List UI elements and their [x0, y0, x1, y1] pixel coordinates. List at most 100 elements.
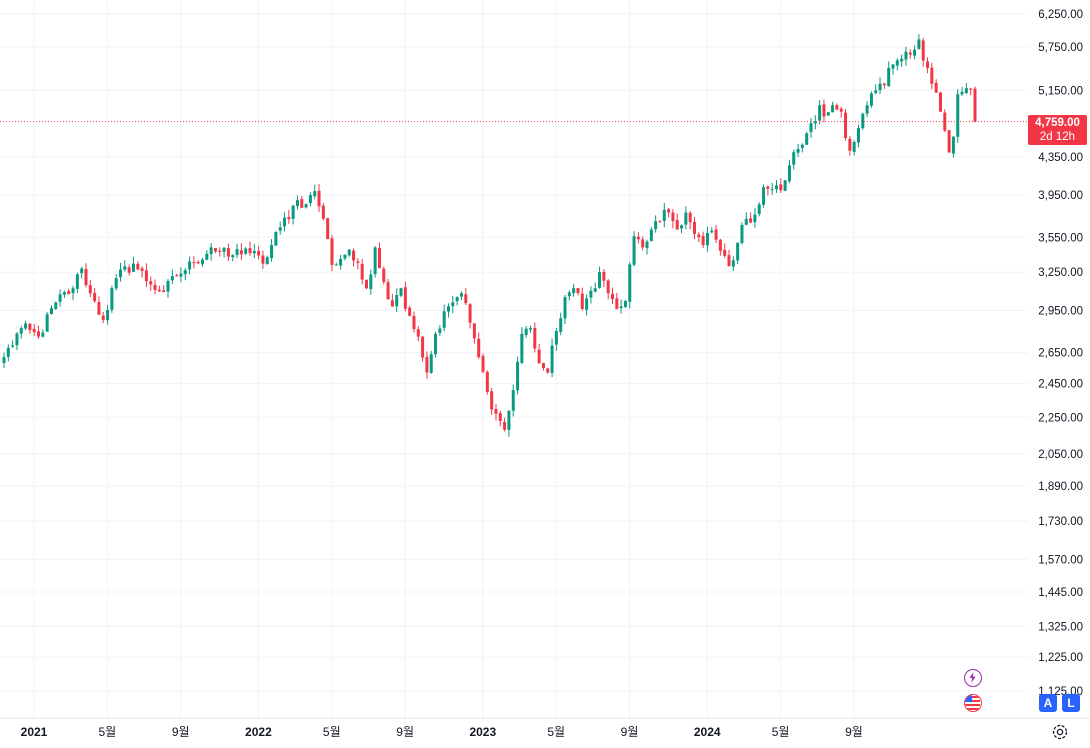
candle-body [779, 184, 783, 191]
candle-body [667, 209, 671, 213]
candle-body [149, 281, 153, 285]
last-price-value: 4,759.00 [1035, 117, 1080, 129]
candle-body [615, 298, 619, 310]
candle-body [878, 83, 882, 91]
candle-body [951, 136, 955, 154]
candle-body [239, 250, 243, 255]
candle-body [973, 88, 977, 122]
candle-body [408, 307, 412, 316]
y-tick-label: 5,750.00 [1038, 42, 1083, 54]
candle-body [610, 293, 614, 300]
candle-body [762, 187, 766, 205]
candle-series [2, 34, 977, 437]
candle-body [783, 180, 787, 191]
x-tick-label: 5월 [323, 725, 341, 739]
y-tick-label: 4,350.00 [1038, 152, 1083, 164]
candle-body [265, 257, 269, 265]
candle-body [170, 276, 174, 281]
candle-body [84, 268, 88, 286]
candle-body [654, 221, 658, 230]
y-tick-label: 2,050.00 [1038, 449, 1083, 461]
candle-body [222, 247, 226, 252]
candle-body [503, 421, 507, 430]
candle-body [37, 331, 41, 337]
x-tick-label: 9월 [621, 725, 639, 739]
candle-body [731, 260, 735, 267]
candle-body [537, 349, 541, 364]
candle-body [326, 218, 330, 240]
candle-body [766, 186, 770, 189]
candle-body [464, 294, 468, 304]
lightning-icon[interactable] [964, 669, 982, 687]
y-axis[interactable]: 6,250.00 5,750.00 5,150.00 4,350.00 3,950.00… [1038, 9, 1083, 698]
candle-body [511, 390, 515, 411]
candle-body [144, 270, 148, 282]
candle-body [481, 356, 485, 372]
candle-body [201, 259, 205, 265]
candle-body [969, 88, 973, 90]
candle-body [818, 105, 822, 121]
candle-body [179, 273, 183, 277]
log-scale-button[interactable]: L [1062, 694, 1080, 712]
candle-body [757, 204, 761, 214]
candle-body [416, 329, 420, 337]
x-axis[interactable]: 2021 5월 9월 2022 5월 9월 2023 5월 9월 2024 5월 9월 [21, 725, 863, 739]
candle-body [261, 255, 265, 264]
candle-body [49, 308, 53, 314]
candle-body [45, 314, 49, 332]
candle-body [32, 328, 36, 333]
candle-body [451, 302, 455, 307]
candle-body [11, 345, 15, 347]
candle-body [559, 318, 563, 332]
candle-body [6, 347, 10, 357]
candle-body [28, 323, 32, 330]
candle-body [593, 288, 597, 292]
bar-countdown: 2d 12h [1039, 131, 1076, 143]
candle-body [205, 253, 209, 260]
candle-body [321, 205, 325, 219]
candle-body [541, 363, 545, 369]
candle-body [257, 251, 261, 256]
candle-body [865, 105, 869, 114]
candle-body [649, 229, 653, 241]
candle-body [774, 185, 778, 190]
candle-body [869, 93, 873, 106]
candle-body [619, 306, 623, 309]
y-tick-label: 2,450.00 [1038, 379, 1083, 391]
candle-body [412, 316, 416, 330]
candle-body [429, 354, 433, 373]
candle-body [58, 294, 62, 302]
candle-body [339, 258, 343, 266]
candle-body [157, 289, 161, 292]
candle-body [377, 248, 381, 269]
candle-body [736, 242, 740, 261]
candle-body [71, 288, 75, 294]
y-tick-label: 1,225.00 [1038, 652, 1083, 664]
candle-body [343, 254, 347, 259]
candle-body [136, 263, 140, 270]
candle-body [831, 105, 835, 113]
candle-body [15, 333, 19, 346]
candle-body [438, 328, 442, 334]
candle-body [947, 130, 951, 153]
candle-body [498, 413, 502, 422]
candle-body [93, 292, 97, 302]
candle-body [97, 301, 101, 315]
candle-body [119, 269, 123, 278]
auto-scale-button[interactable]: A [1039, 694, 1057, 712]
gear-icon[interactable] [1050, 722, 1070, 742]
candle-body [110, 288, 114, 310]
candle-body [123, 266, 127, 270]
candle-body [218, 250, 222, 252]
us-flag-icon[interactable] [964, 694, 982, 712]
candle-body [369, 274, 373, 289]
x-tick-label: 9월 [396, 725, 414, 739]
candle-body [153, 284, 157, 291]
candle-body [740, 224, 744, 244]
candle-body [127, 267, 131, 273]
candle-body [106, 309, 110, 321]
candle-body [770, 189, 774, 191]
candle-body [54, 302, 58, 309]
candle-body [891, 64, 895, 69]
